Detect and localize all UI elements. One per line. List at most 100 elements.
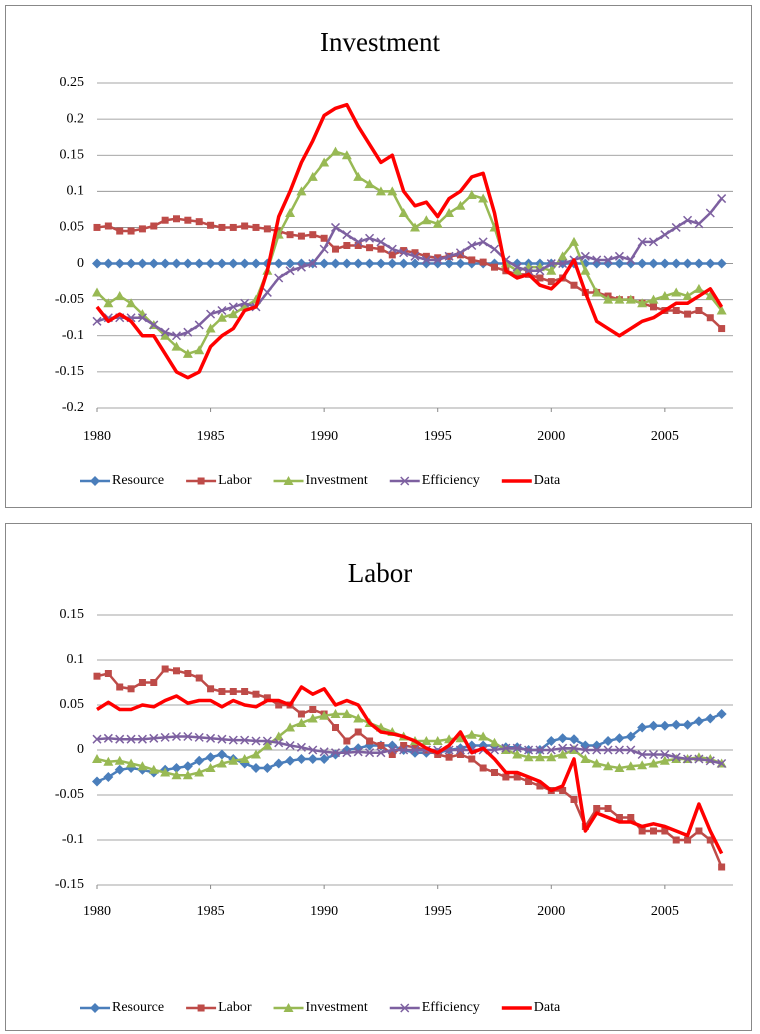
marker-cross [660,749,670,760]
marker-diamond [285,258,296,269]
marker-cross [467,240,477,251]
marker-square [150,222,158,230]
marker-square [559,787,567,794]
marker-cross [671,222,681,232]
marker-cross [217,305,227,316]
marker-triangle [478,731,489,741]
y-tick-label: 0.1 [67,184,85,199]
marker-diamond [137,258,148,269]
marker-diamond [455,743,466,754]
marker-diamond [307,754,318,764]
marker-triangle [466,189,477,199]
marker-cross [365,748,375,758]
marker-cross [240,735,250,745]
marker-diamond [228,258,239,269]
marker-square [150,679,158,686]
marker-triangle [364,179,375,189]
marker-diamond [353,743,364,754]
x-tick-label: 1985 [197,429,225,444]
marker-square [116,683,124,691]
legend-label: Data [534,1000,561,1015]
marker-diamond [648,720,659,731]
marker-diamond [716,709,727,719]
marker-square [491,769,498,776]
marker-cross [603,255,613,265]
marker-triangle [148,764,159,774]
marker-square [207,685,215,693]
y-tick-label: 0 [77,256,84,271]
marker-triangle [557,749,568,759]
x-tick-label: 2000 [537,904,565,919]
marker-square [695,827,703,835]
marker-square [197,1004,205,1012]
marker-square [706,836,714,844]
marker-cross [478,237,488,247]
marker-cross [637,237,647,247]
marker-square [706,314,714,322]
marker-triangle [546,265,557,275]
marker-diamond [103,772,114,782]
marker-square [138,225,146,233]
marker-triangle [682,291,693,301]
marker-triangle [410,222,420,232]
marker-cross [308,745,318,755]
marker-cross [274,273,284,283]
marker-triangle [239,754,250,763]
marker-cross [558,743,568,753]
marker-cross [512,262,522,272]
marker-square [297,232,305,240]
marker-square [400,742,408,749]
marker-square [93,672,101,680]
marker-diamond [648,258,659,269]
marker-triangle [648,294,659,304]
marker-square [320,234,328,242]
legend-label: Efficiency [422,1000,480,1015]
marker-triangle [194,767,205,777]
marker-cross [694,754,704,764]
marker-triangle [216,758,227,768]
marker-cross [342,748,352,758]
marker-triangle [285,208,296,217]
marker-triangle [341,709,352,718]
marker-triangle [307,171,318,181]
marker-square [218,688,226,695]
marker-diamond [659,258,670,269]
marker-cross [558,259,568,269]
x-tick-label: 1995 [424,429,452,444]
marker-cross [489,745,500,755]
marker-triangle [228,309,239,319]
marker-square [354,728,362,736]
marker-cross [217,734,227,744]
marker-triangle [625,761,636,771]
marker-triangle [262,740,273,750]
marker-cross [376,237,386,247]
marker-diamond [659,720,670,731]
marker-diamond [330,258,341,269]
marker-square [161,216,169,224]
marker-cross [455,248,465,258]
marker-square [604,805,612,812]
marker-diamond [353,258,364,269]
marker-triangle [523,752,534,762]
marker-square [434,254,442,262]
marker-cross [251,736,261,746]
marker-square [218,223,226,231]
marker-cross [183,731,193,742]
marker-diamond [693,716,704,727]
marker-triangle [546,752,557,762]
y-tick-label: 0.05 [60,220,85,235]
marker-diamond [546,736,557,746]
marker-diamond [671,719,682,730]
marker-square [263,694,271,702]
marker-cross [535,745,545,755]
marker-cross [137,313,147,323]
marker-triangle [432,736,443,745]
marker-diamond [182,258,193,269]
marker-square [229,688,237,695]
marker-diamond [682,719,693,730]
marker-cross [410,745,420,755]
marker-diamond [194,755,205,766]
marker-square [297,710,305,718]
marker-square [684,836,692,844]
marker-triangle [614,294,625,304]
